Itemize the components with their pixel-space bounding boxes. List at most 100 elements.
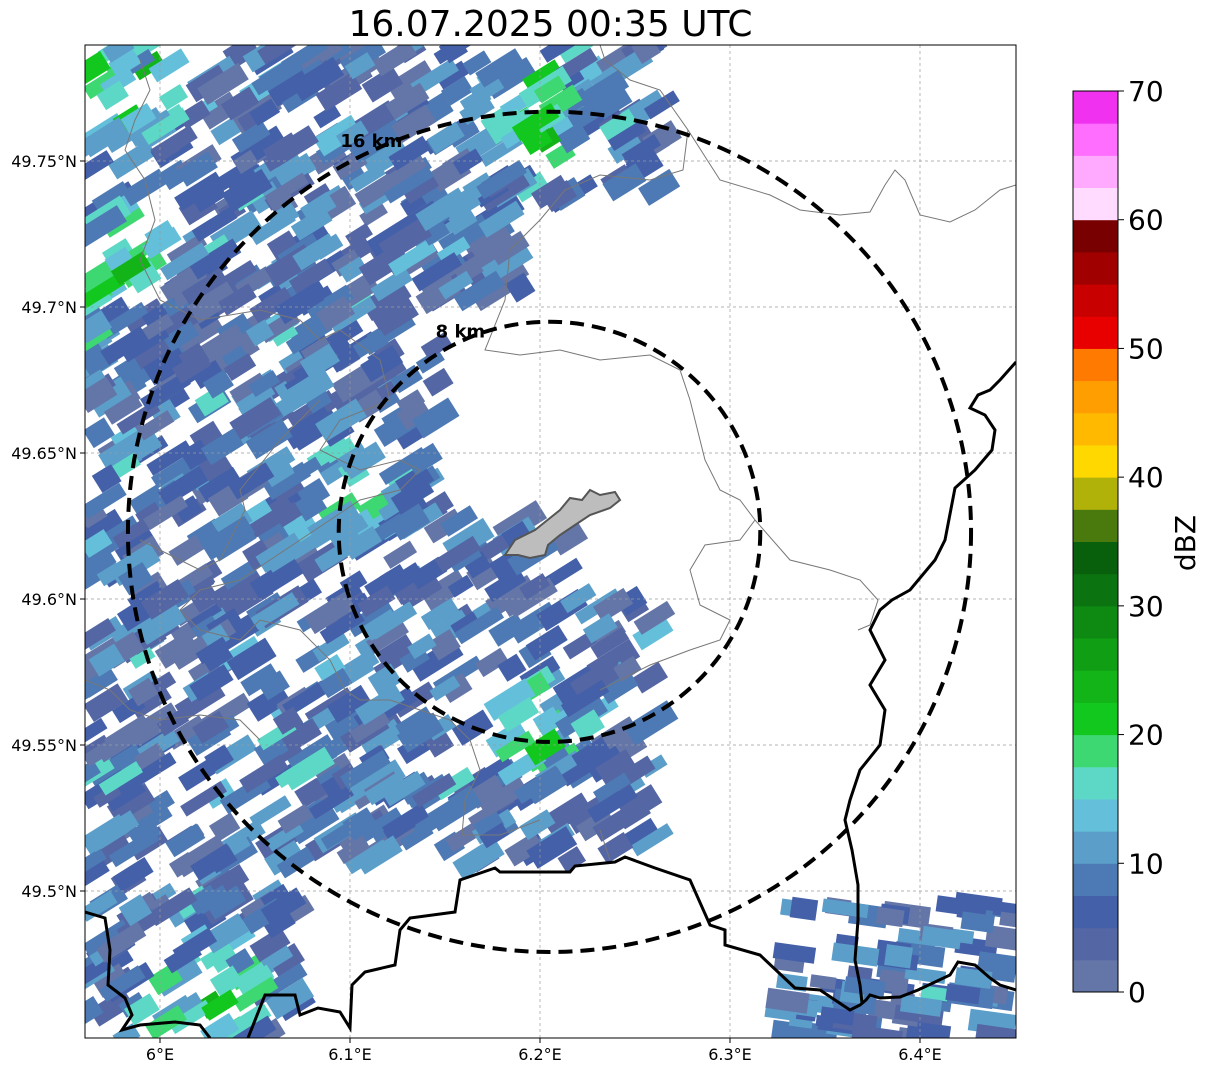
radar-bin [560,679,610,718]
radar-bin [878,968,910,994]
colorbar-segment [1073,219,1118,253]
radar-bin [118,894,153,927]
radar-bin [265,977,315,1020]
radar-bin [590,627,630,659]
radar-bin [191,206,238,242]
radar-bin [539,45,576,63]
radar-bin [249,99,280,127]
radar-bin [85,310,113,344]
radar-bin [249,795,292,828]
radar-bin [587,783,638,824]
radar-bin [974,1023,1016,1038]
radar-bin [489,230,530,266]
radar-bin [177,100,211,130]
radar-bin [178,757,219,792]
radar-bin [422,367,454,397]
radar-bin [146,790,175,816]
radar-bin [158,83,189,111]
radar-bin [189,238,242,280]
radar-bin [339,830,368,857]
radar-bin [513,765,564,805]
radar-bin [273,152,317,190]
y-tick-label: 49.5°N [21,882,77,901]
radar-bin [209,965,244,998]
radar-bin [630,823,674,857]
radar-bin [372,297,419,337]
radar-bin [899,994,943,1017]
radar-bin [287,734,336,772]
radar-bin [208,812,241,842]
radar-bin [202,644,234,672]
radar-bin [344,839,391,875]
radar-bin [558,45,594,64]
radar-bin [378,217,433,263]
radar-bin [570,709,605,742]
radar-bin [98,761,144,796]
y-tick-label: 49.7°N [21,298,77,317]
radar-bin [236,964,275,997]
radar-bin [245,319,275,347]
radar-bin [197,62,249,105]
radar-bin [314,653,349,687]
radar-bin [191,181,227,213]
radar-bin [163,941,202,974]
radar-bin [385,154,429,189]
radar-bin [772,942,817,964]
radar-bin [339,749,391,790]
radar-bin [304,591,357,635]
radar-bin [276,846,316,879]
radar-bin [113,356,143,383]
radar-bin [411,773,457,808]
radar-bin [85,759,101,785]
colorbar-segment [1073,541,1118,575]
radar-bin [476,159,528,200]
radar-bin [360,344,404,383]
colorbar-segment [1073,573,1118,607]
radar-bin [447,574,474,598]
radar-bin [452,148,484,175]
radar-bin [85,417,115,449]
radar-bin [426,121,465,154]
radar-bin [427,786,482,832]
radar-bin [542,747,572,773]
radar-bin [441,186,482,222]
colorbar-segment [1073,766,1118,800]
radar-bin [372,45,417,77]
map-frame [84,44,1017,1039]
radar-bin [85,956,112,986]
radar-bin [282,406,335,450]
radar-bin [143,495,189,531]
radar-bin [121,168,169,207]
radar-bin [85,717,108,748]
radar-bin [98,428,150,468]
colorbar-segment [1073,91,1118,124]
radar-bin [201,624,230,652]
radar-bin [357,585,396,618]
radar-bin [171,349,212,384]
radar-bin [602,163,647,202]
radar-bin [427,628,461,661]
radar-bin [475,48,525,88]
radar-bin [202,913,250,954]
colorbar-tick-label: 70 [1128,75,1164,108]
colorbar-segment [1073,155,1118,189]
colorbar-segment [1073,863,1118,896]
radar-bin [176,151,218,187]
radar-bin [128,677,159,707]
radar-bin [174,171,224,211]
radar-bin [106,782,156,824]
radar-bin [577,69,630,113]
radar-bin [211,526,257,562]
radar-bin [157,465,209,507]
radar-bin [165,823,206,858]
radar-bin [85,529,113,558]
radar-bin [304,387,333,414]
x-tick-label: 6°E [146,1045,174,1064]
radar-bin [323,437,356,464]
radar-bin [789,896,819,921]
radar-bin [192,710,230,744]
radar-bin [383,165,435,204]
radar-bin [91,463,122,494]
radar-bin [266,230,300,262]
radar-bin [519,573,551,600]
